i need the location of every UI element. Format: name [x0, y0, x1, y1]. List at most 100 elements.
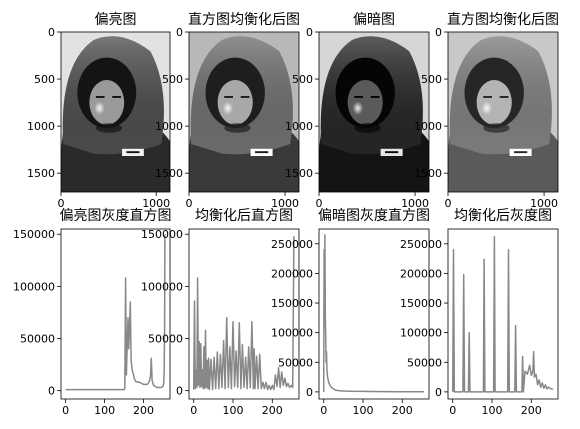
x-tick-label: 0 — [190, 404, 197, 417]
histogram-title-3: 偏暗图灰度直方图 — [318, 207, 430, 224]
chin-shadow — [483, 123, 510, 133]
y-tick-label: 500 — [421, 73, 442, 86]
x-tick-label: 0 — [58, 197, 65, 210]
y-tick-label: 1000 — [27, 120, 55, 133]
y-tick-label: 100000 — [13, 280, 55, 293]
y-tick-label: 1500 — [27, 167, 55, 180]
x-tick-label: 1000 — [271, 197, 299, 210]
eye-left — [483, 96, 492, 98]
eye-left — [224, 96, 233, 98]
plot-frame — [188, 228, 300, 400]
y-tick-label: 1000 — [414, 120, 442, 133]
y-tick-label: 150000 — [271, 297, 313, 310]
y-tick-label: 0 — [435, 386, 442, 399]
image-panel-4: 直方图均衡化后图 0 1000 0 500 1000 1500 — [414, 11, 559, 210]
x-tick-label: 200 — [262, 404, 283, 417]
eye-left — [95, 96, 105, 98]
y-tick-label: 500 — [292, 73, 313, 86]
y-tick-label: 50000 — [148, 333, 183, 346]
hooded-person-photo — [61, 32, 170, 192]
y-tick-label: 100000 — [141, 280, 183, 293]
y-tick-label: 50000 — [407, 356, 442, 369]
y-tick-label: 0 — [176, 385, 183, 398]
y-tick-label: 100000 — [271, 327, 313, 340]
y-tick-label: 1500 — [155, 167, 183, 180]
y-tick-label: 1000 — [285, 120, 313, 133]
y-tick-label: 0 — [435, 26, 442, 39]
x-tick-label: 1000 — [401, 197, 429, 210]
chest-label-text — [255, 151, 269, 154]
image-frame — [447, 31, 559, 193]
face-highlight — [92, 97, 108, 117]
x-tick-label: 0 — [62, 404, 69, 417]
histogram-series-line — [192, 236, 295, 391]
x-tick-label: 100 — [353, 404, 374, 417]
y-tick-label: 250000 — [271, 238, 313, 251]
image-title-2: 直方图均衡化后图 — [188, 11, 300, 28]
y-tick-label: 0 — [48, 26, 55, 39]
hooded-person-photo — [448, 32, 558, 192]
image-panel-2: 直方图均衡化后图 0 1000 0 500 1000 1500 — [155, 11, 300, 210]
x-tick-label: 200 — [521, 404, 542, 417]
image-title-1: 偏亮图 — [95, 11, 137, 28]
histogram-panel-4: 均衡化后灰度图 0 100 200 0 50000 100000 150000 200000 25… — [400, 208, 559, 417]
y-tick-label: 150000 — [400, 297, 442, 310]
x-tick-label: 0 — [316, 197, 323, 210]
y-tick-label: 50000 — [278, 356, 313, 369]
y-tick-label: 150000 — [141, 228, 183, 241]
y-tick-label: 500 — [162, 73, 183, 86]
histogram-title-2: 均衡化后直方图 — [195, 207, 293, 224]
image-frame — [188, 31, 300, 193]
chin-shadow — [95, 123, 123, 133]
image-frame — [60, 31, 171, 193]
chest-label-text — [126, 151, 140, 154]
face-highlight — [220, 97, 237, 117]
y-tick-label: 500 — [34, 73, 55, 86]
histogram-series-line — [65, 234, 166, 391]
hooded-person-photo — [189, 32, 299, 192]
y-tick-label: 0 — [176, 26, 183, 39]
image-panel-1: 偏亮图 0 1000 0 500 1000 1500 — [27, 11, 171, 210]
face-highlight — [350, 97, 367, 117]
x-tick-label: 200 — [392, 404, 413, 417]
histogram-title-4: 均衡化后灰度图 — [454, 208, 552, 224]
x-tick-label: 100 — [94, 404, 115, 417]
y-tick-label: 200000 — [400, 267, 442, 280]
histogram-title-1: 偏亮图灰度直方图 — [60, 207, 172, 224]
y-tick-label: 1000 — [155, 120, 183, 133]
chest-label-text — [385, 151, 399, 154]
x-tick-label: 200 — [133, 404, 154, 417]
x-tick-label: 0 — [186, 197, 193, 210]
histogram-panel-1: 偏亮图灰度直方图 0 100 200 0 50000 100000 150000 — [13, 207, 172, 417]
y-tick-label: 0 — [48, 385, 55, 398]
y-tick-label: 1500 — [285, 167, 313, 180]
y-tick-label: 100000 — [400, 327, 442, 340]
chest-label-text — [514, 151, 528, 154]
chin-shadow — [224, 123, 251, 133]
x-tick-label: 1000 — [142, 197, 170, 210]
y-tick-label: 250000 — [400, 238, 442, 251]
histogram-series-line — [322, 234, 424, 393]
eye-right — [240, 96, 250, 98]
y-tick-label: 0 — [306, 386, 313, 399]
plot-frame — [60, 228, 171, 400]
eye-right — [499, 96, 509, 98]
face-highlight — [479, 97, 496, 117]
y-tick-label: 150000 — [13, 228, 55, 241]
y-tick-label: 50000 — [20, 333, 55, 346]
chin-shadow — [354, 123, 381, 133]
eye-right — [112, 96, 121, 98]
image-frame — [318, 31, 430, 193]
image-title-4: 直方图均衡化后图 — [447, 11, 559, 28]
eye-left — [354, 96, 363, 98]
image-panel-3: 偏暗图 0 1000 0 500 1000 1500 — [285, 12, 430, 210]
x-tick-label: 100 — [223, 404, 244, 417]
y-tick-label: 1500 — [414, 167, 442, 180]
hooded-person-photo — [319, 32, 429, 192]
eye-right — [370, 96, 380, 98]
x-tick-label: 1000 — [530, 197, 558, 210]
image-title-3: 偏暗图 — [353, 12, 395, 28]
histogram-panel-3: 偏暗图灰度直方图 0 100 200 0 50000 100000 150000 200000 2… — [271, 207, 430, 417]
y-tick-label: 0 — [306, 26, 313, 39]
plot-frame — [318, 228, 430, 400]
